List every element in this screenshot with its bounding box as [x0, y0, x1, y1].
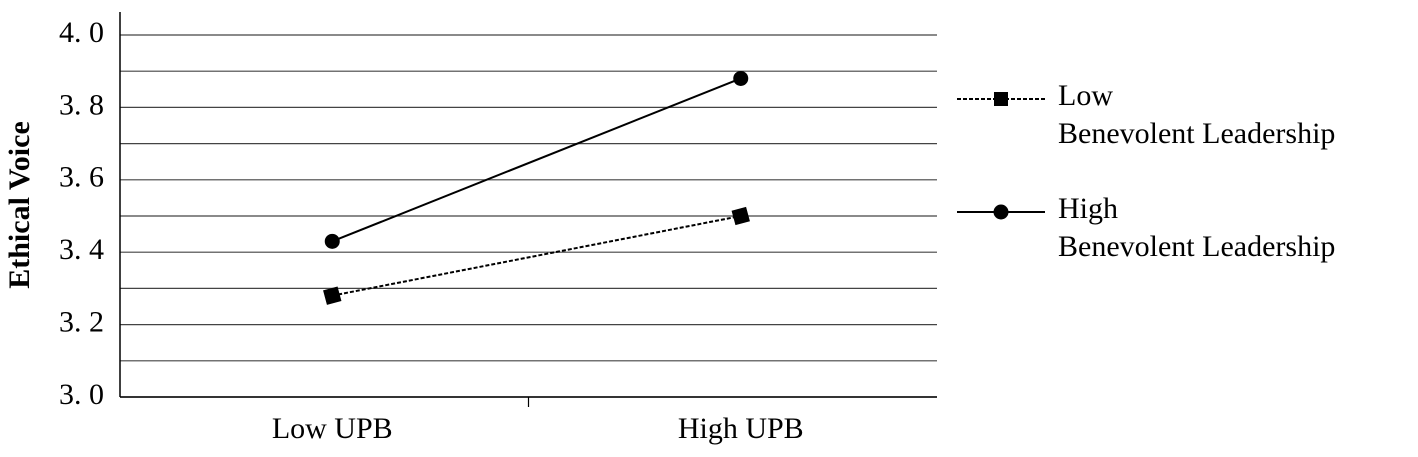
series-line	[331, 77, 742, 243]
y-tick-label: 3. 0	[59, 378, 104, 411]
y-tick-label: 3. 8	[59, 88, 104, 121]
x-tick-label: Low UPB	[272, 412, 393, 445]
data-point	[733, 70, 749, 86]
data-point	[324, 233, 340, 249]
legend-marker	[994, 92, 1008, 106]
y-axis-label: Ethical Voice	[3, 121, 36, 289]
legend-label: High Benevolent Leadership	[1058, 192, 1336, 263]
y-tick-label: 3. 2	[59, 305, 104, 338]
y-tick-label: 3. 4	[59, 233, 104, 266]
series-line	[332, 215, 741, 297]
legend-marker	[993, 204, 1009, 220]
x-tick-label: High UPB	[678, 412, 804, 445]
data-point	[323, 286, 342, 305]
y-tick-label: 3. 6	[59, 161, 104, 194]
y-tick-label: 4. 0	[59, 16, 104, 49]
data-point	[731, 206, 750, 226]
legend-label: Low Benevolent Leadership	[1058, 79, 1336, 150]
